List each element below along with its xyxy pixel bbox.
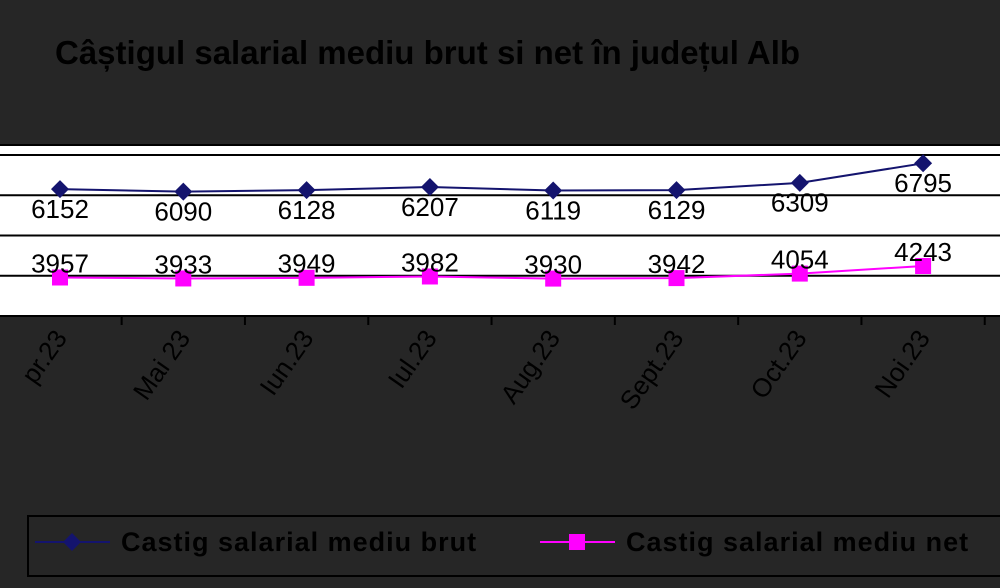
legend-label: Castig salarial mediu net — [626, 527, 969, 557]
series-line — [59, 264, 924, 280]
data-label: 6128 — [278, 195, 336, 225]
data-label: 6119 — [525, 195, 581, 225]
marker — [421, 268, 438, 285]
data-label: 3933 — [154, 249, 212, 279]
legend-label: Castig salarial mediu brut — [121, 527, 477, 557]
marker — [52, 269, 68, 286]
data-label: 6152 — [31, 194, 89, 224]
marker — [420, 177, 439, 196]
marker — [668, 270, 685, 287]
data-label: 4054 — [771, 244, 829, 274]
data-label: 3982 — [401, 247, 459, 277]
marker — [915, 257, 932, 274]
marker — [298, 269, 315, 286]
data-label: 4243 — [894, 237, 952, 267]
data-label: 6309 — [771, 188, 829, 218]
data-label: 6795 — [894, 168, 952, 198]
marker — [175, 270, 192, 287]
data-label: 3957 — [31, 248, 89, 278]
marker — [174, 182, 193, 201]
data-label: 3949 — [278, 249, 336, 279]
plot-area — [0, 144, 1000, 317]
marker — [914, 154, 933, 173]
marker — [791, 265, 808, 282]
marker — [790, 173, 809, 192]
marker — [51, 180, 69, 199]
data-label: 6090 — [154, 197, 212, 227]
marker — [667, 181, 686, 200]
chart-title: Câștigul salarial mediu brut si net în j… — [55, 34, 800, 72]
marker — [545, 270, 562, 287]
legend-box — [27, 515, 1000, 577]
marker — [544, 181, 563, 200]
data-label: 6207 — [401, 192, 459, 222]
data-label: 3942 — [648, 249, 706, 279]
data-label: 6129 — [648, 195, 706, 225]
legend-marker — [63, 533, 81, 551]
marker — [297, 181, 316, 200]
legend-marker — [569, 534, 585, 550]
data-label: 3930 — [524, 249, 582, 279]
series-line — [59, 162, 924, 193]
